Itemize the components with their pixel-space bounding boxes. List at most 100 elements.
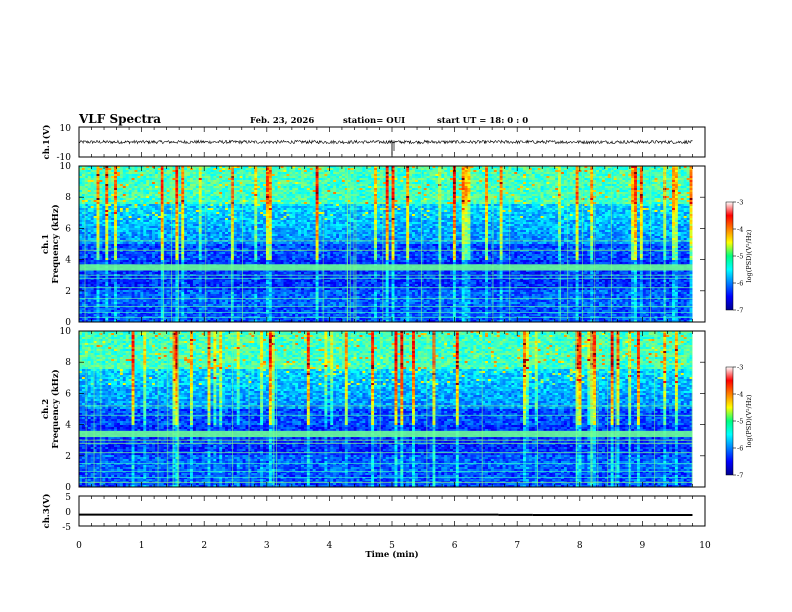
spec-cell xyxy=(391,168,395,171)
spec-cell xyxy=(371,204,375,207)
spec-cell xyxy=(154,188,159,191)
spec-cell xyxy=(479,192,483,195)
spec-cell xyxy=(426,186,430,189)
spec-cell xyxy=(587,194,591,197)
spec-cell xyxy=(599,168,603,171)
spec-cell xyxy=(420,188,425,191)
spec-cell xyxy=(651,184,655,187)
spec-cell xyxy=(429,198,433,201)
spec-cell xyxy=(613,168,617,171)
spec-cell xyxy=(452,194,457,197)
spec-cell xyxy=(248,184,252,187)
spec-cell xyxy=(333,172,337,175)
spec-cell xyxy=(166,176,170,179)
spec-cell xyxy=(131,170,135,173)
spec-cell xyxy=(546,204,550,207)
spec-cell xyxy=(239,174,243,177)
spec-cell xyxy=(403,180,407,183)
spec-cell xyxy=(187,184,191,187)
spec-cell xyxy=(356,210,360,213)
spec-cell xyxy=(520,182,524,185)
spec-cell xyxy=(601,208,606,211)
spec-cell xyxy=(566,188,571,191)
spec-cell xyxy=(596,202,600,205)
spec-cell xyxy=(429,168,433,171)
spec-cell xyxy=(619,184,623,187)
spec-cell xyxy=(152,204,156,207)
spec-cell xyxy=(651,168,655,171)
spec-cell xyxy=(187,186,191,189)
spec-cell xyxy=(470,188,474,191)
spec-cell xyxy=(525,206,530,209)
spec-cell xyxy=(207,166,211,169)
spec-cell xyxy=(432,186,436,189)
spec-cell xyxy=(207,178,211,181)
spec-cell xyxy=(581,204,585,207)
spec-cell xyxy=(374,208,378,211)
spec-cell xyxy=(309,188,314,191)
spec-cell xyxy=(601,198,606,201)
spec-cell xyxy=(561,178,565,181)
spec-cell xyxy=(236,206,240,209)
spec-cell xyxy=(301,204,305,207)
spec-cell xyxy=(371,168,375,171)
spec-cell xyxy=(406,176,410,179)
spec-cell xyxy=(108,170,112,173)
ch1-ytick-top: 10 xyxy=(60,124,72,134)
spec-cell xyxy=(336,202,340,205)
spec-cell xyxy=(108,210,112,213)
spec-cell xyxy=(523,194,527,197)
spec-cell xyxy=(175,212,179,215)
spec-cell xyxy=(271,184,276,187)
spec-cell xyxy=(639,186,644,189)
spec-cell xyxy=(482,172,486,175)
spec-cell xyxy=(134,194,138,197)
spec-cell xyxy=(604,208,609,211)
spec-cell xyxy=(461,186,465,189)
spec-cell xyxy=(309,186,314,189)
spec-cell xyxy=(669,188,673,191)
spec-cell xyxy=(146,204,150,207)
spec-cell xyxy=(575,206,579,209)
spec-cell xyxy=(137,198,141,201)
spec-cell xyxy=(677,172,682,175)
spec-cell xyxy=(596,208,600,211)
spec-cell xyxy=(584,202,588,205)
spec-cell xyxy=(584,174,588,177)
spec-cell xyxy=(96,204,100,207)
spec-cell xyxy=(271,180,276,183)
spec-cell xyxy=(333,200,337,203)
spec-cell xyxy=(163,178,167,181)
spec-cell xyxy=(429,182,433,185)
spec-cell xyxy=(601,184,606,187)
spec-cell xyxy=(447,174,451,177)
spec-cell xyxy=(210,184,214,187)
spec-cell xyxy=(505,208,509,211)
spec-cell xyxy=(172,196,176,199)
spec-cell xyxy=(543,204,547,207)
spec-cell xyxy=(298,204,302,207)
spec-cell xyxy=(458,210,462,213)
spec-cell xyxy=(146,176,150,179)
spec-cell xyxy=(207,204,211,207)
spec-cell xyxy=(242,182,246,185)
spec-cell xyxy=(301,168,305,171)
spec-cell xyxy=(657,182,661,185)
spec-cell xyxy=(163,196,167,199)
spec-cell xyxy=(558,198,562,201)
spec-cell xyxy=(450,182,454,185)
spec-cell xyxy=(400,168,404,171)
spec-cell xyxy=(441,196,445,199)
spec-cell xyxy=(131,168,135,171)
spec-cell xyxy=(207,206,211,209)
spec-cell xyxy=(301,172,305,175)
spec-cell xyxy=(599,176,603,179)
spec-cell xyxy=(376,196,381,199)
spec-cell xyxy=(347,204,351,207)
spec-cell xyxy=(590,170,594,173)
spec-cell xyxy=(555,206,559,209)
spec-cell xyxy=(303,178,308,181)
spec-cell xyxy=(686,188,690,191)
spec-cell xyxy=(464,166,468,169)
spec-cell xyxy=(149,206,153,209)
